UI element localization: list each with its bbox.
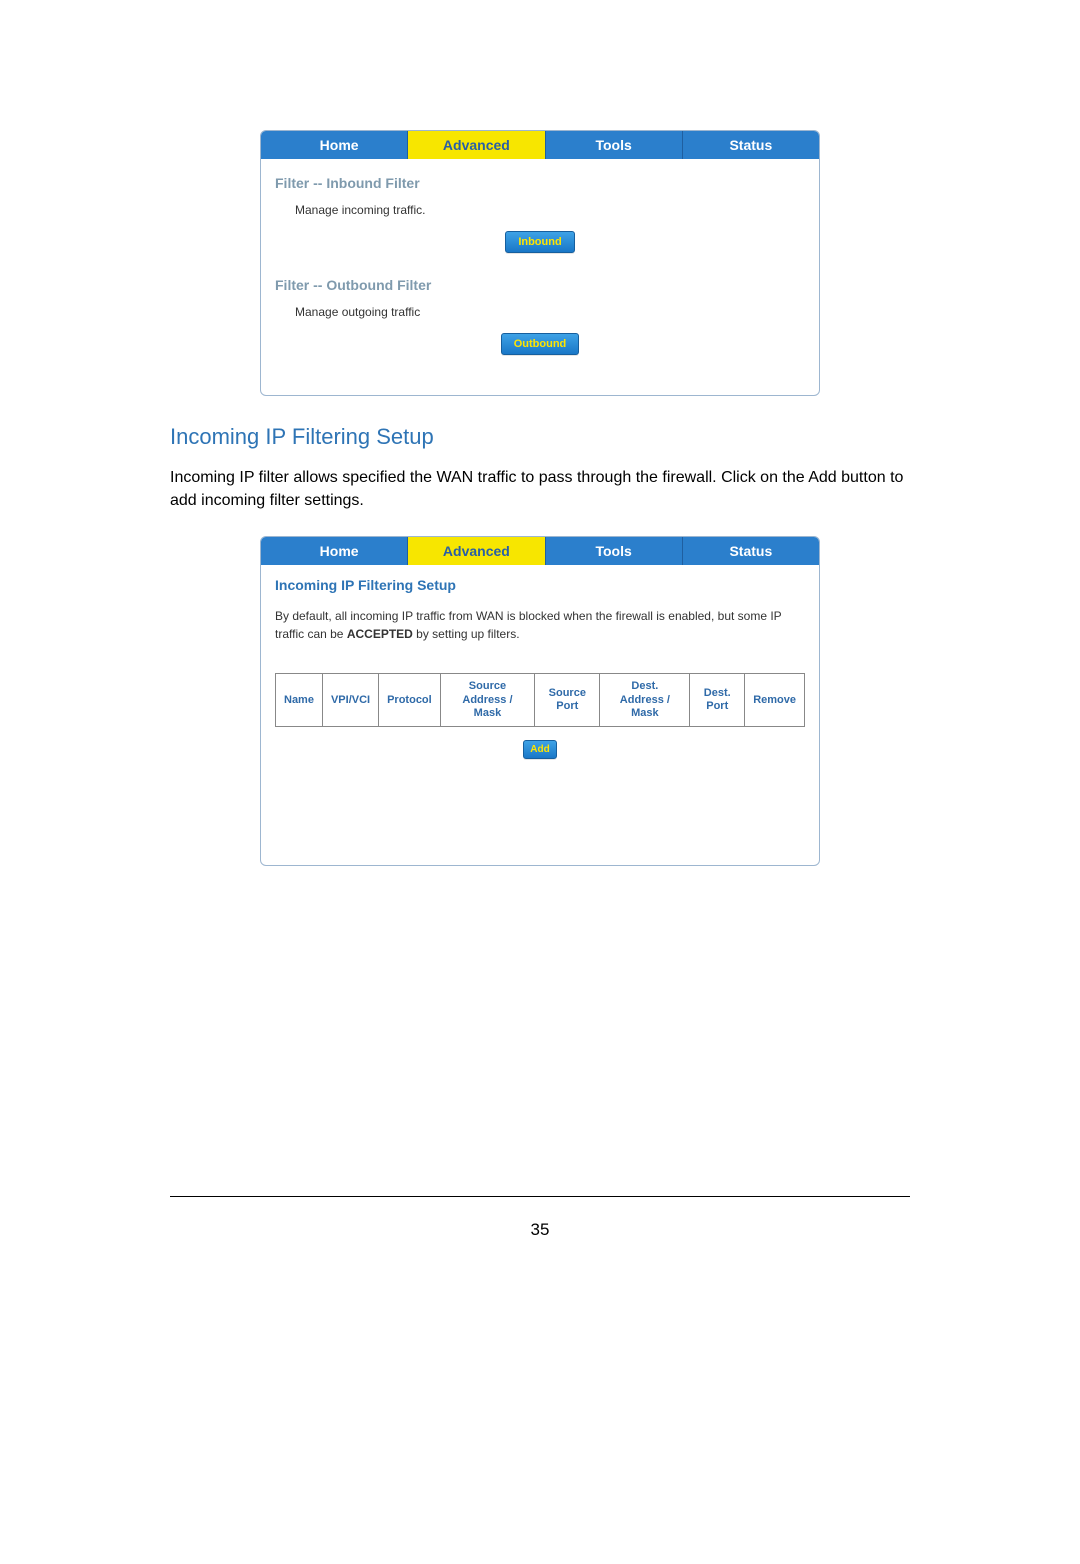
page-content: Home Advanced Tools Status Filter -- Inb…: [170, 130, 910, 866]
tab-tools-2[interactable]: Tools: [546, 537, 683, 565]
inbound-help-text: Manage incoming traffic.: [295, 203, 805, 217]
tab-status-2[interactable]: Status: [683, 537, 819, 565]
page-number: 35: [0, 1220, 1080, 1240]
tab-bar-2: Home Advanced Tools Status: [261, 537, 819, 565]
tab-advanced[interactable]: Advanced: [408, 131, 545, 159]
tab-advanced-2[interactable]: Advanced: [408, 537, 545, 565]
col-src-port: Source Port: [535, 674, 600, 727]
col-protocol: Protocol: [379, 674, 441, 727]
tab-bar: Home Advanced Tools Status: [261, 131, 819, 159]
section-body-text: Incoming IP filter allows specified the …: [170, 466, 910, 512]
incoming-filter-panel: Home Advanced Tools Status Incoming IP F…: [260, 536, 820, 866]
inbound-filter-title: Filter -- Inbound Filter: [275, 175, 805, 191]
col-vpivci: VPI/VCI: [322, 674, 378, 727]
tab-home[interactable]: Home: [271, 131, 408, 159]
panel-body: Filter -- Inbound Filter Manage incoming…: [261, 159, 819, 395]
add-button[interactable]: Add: [523, 740, 556, 759]
incoming-desc: By default, all incoming IP traffic from…: [275, 607, 805, 643]
incoming-title: Incoming IP Filtering Setup: [275, 577, 805, 593]
outbound-button[interactable]: Outbound: [501, 333, 580, 355]
outbound-filter-title: Filter -- Outbound Filter: [275, 277, 805, 293]
panel-body-2: Incoming IP Filtering Setup By default, …: [261, 565, 819, 865]
col-dst-addr: Dest. Address / Mask: [600, 674, 690, 727]
desc-post: by setting up filters.: [413, 627, 520, 641]
footer-rule: [170, 1196, 910, 1197]
inbound-button-row: Inbound: [275, 231, 805, 253]
tab-tools[interactable]: Tools: [546, 131, 683, 159]
inbound-button[interactable]: Inbound: [505, 231, 574, 253]
tab-status[interactable]: Status: [683, 131, 819, 159]
filter-table: Name VPI/VCI Protocol Source Address / M…: [275, 673, 805, 727]
filter-table-header-row: Name VPI/VCI Protocol Source Address / M…: [276, 674, 805, 727]
col-src-addr: Source Address / Mask: [440, 674, 534, 727]
desc-bold: ACCEPTED: [347, 627, 413, 641]
outbound-help-text: Manage outgoing traffic: [295, 305, 805, 319]
col-remove: Remove: [745, 674, 805, 727]
add-button-row: Add: [275, 739, 805, 759]
section-heading: Incoming IP Filtering Setup: [170, 424, 910, 450]
col-name: Name: [276, 674, 323, 727]
outbound-button-row: Outbound: [275, 333, 805, 355]
filter-panel: Home Advanced Tools Status Filter -- Inb…: [260, 130, 820, 396]
col-dst-port: Dest. Port: [690, 674, 745, 727]
tab-home-2[interactable]: Home: [271, 537, 408, 565]
